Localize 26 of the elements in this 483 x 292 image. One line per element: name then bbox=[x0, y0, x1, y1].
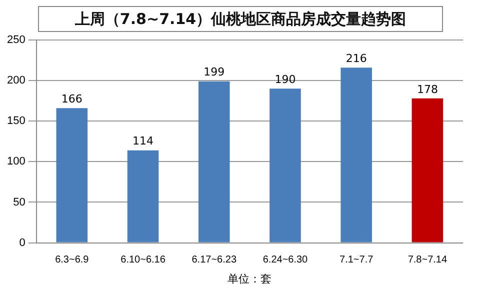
y-tick-label: 150 bbox=[6, 115, 26, 128]
bar bbox=[198, 81, 230, 242]
bar bbox=[340, 68, 372, 242]
bar bbox=[270, 88, 301, 242]
x-tick-label: 7.1~7.7 bbox=[340, 254, 374, 266]
data-label: 216 bbox=[346, 52, 367, 65]
y-tick-label: 250 bbox=[6, 34, 26, 46]
x-tick-label: 6.24~6.30 bbox=[262, 254, 308, 266]
y-tick-label: 0 bbox=[19, 236, 26, 249]
y-tick-label: 100 bbox=[6, 156, 26, 168]
x-axis-title: 单位：套 bbox=[228, 272, 272, 286]
x-tick-label: 7.8~7.14 bbox=[408, 254, 448, 266]
bar bbox=[412, 98, 444, 242]
data-label: 190 bbox=[274, 73, 296, 86]
data-label: 199 bbox=[204, 66, 225, 79]
x-tick-label: 6.3~6.9 bbox=[55, 254, 90, 266]
x-tick-label: 6.10~6.16 bbox=[120, 254, 166, 266]
y-tick-label: 200 bbox=[6, 74, 26, 87]
data-label: 166 bbox=[61, 92, 82, 106]
data-label: 114 bbox=[132, 134, 154, 148]
x-tick-label: 6.17~6.23 bbox=[192, 254, 237, 266]
y-tick-label: 50 bbox=[13, 196, 26, 208]
data-label: 178 bbox=[416, 82, 438, 96]
bar bbox=[56, 108, 88, 242]
bar bbox=[127, 150, 159, 242]
chart-title: 上周（7.8~7.14）仙桃地区商品房成交量趋势图 bbox=[38, 6, 443, 32]
